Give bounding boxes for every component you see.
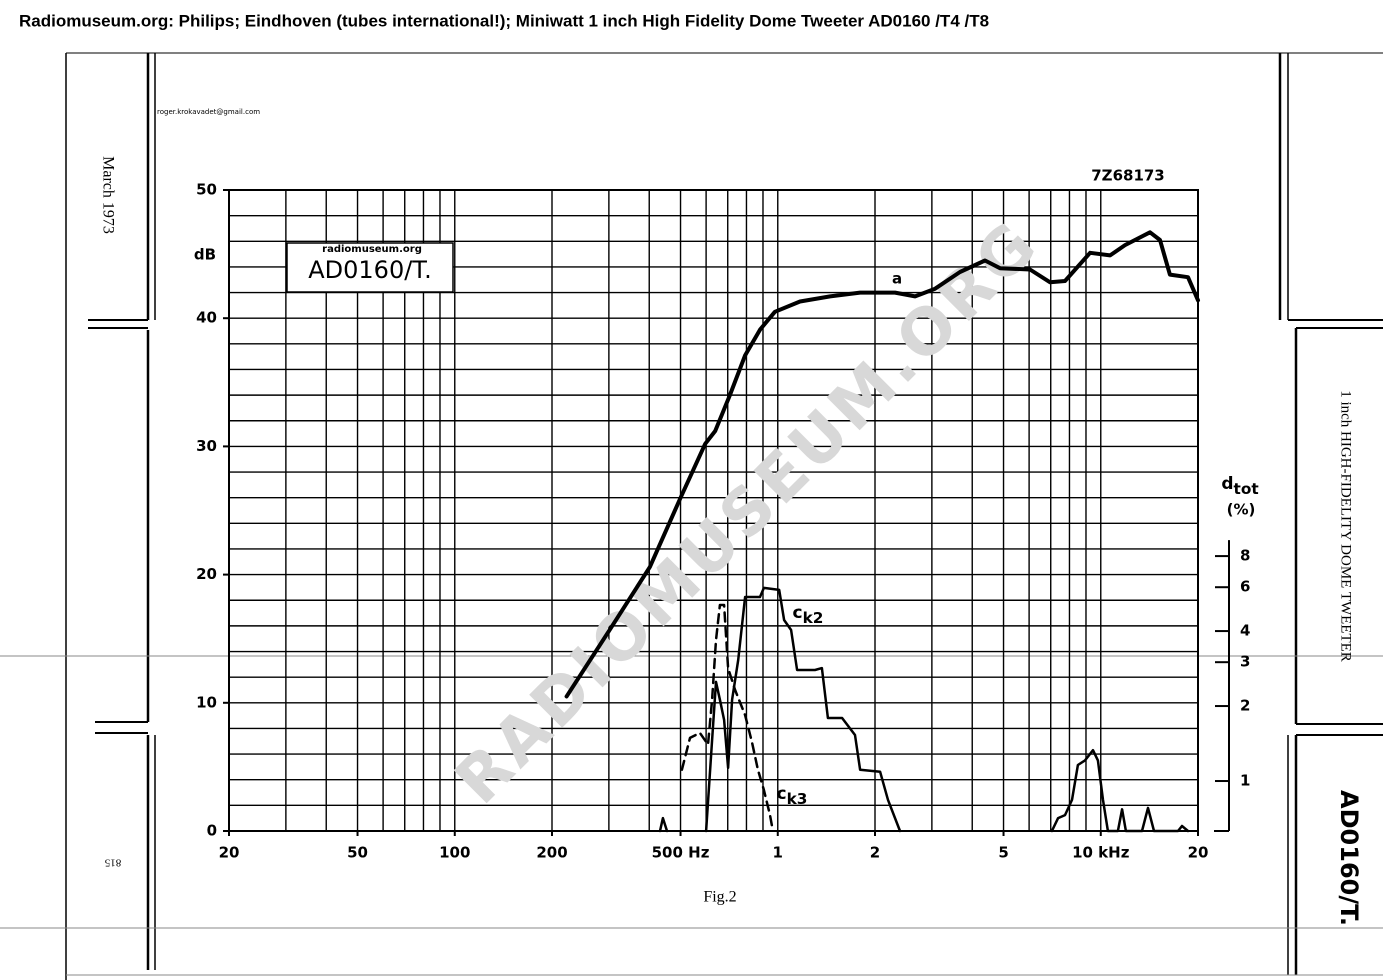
side-type: AD0160/T. — [1335, 790, 1363, 926]
sheet-frame — [0, 52, 1383, 980]
page-title: Radiomuseum.org: Philips; Eindhoven (tub… — [19, 11, 989, 30]
side-date: March 1973 — [99, 156, 116, 234]
y-tick-label: 40 — [196, 309, 217, 327]
x-tick-label: 5 — [998, 844, 1008, 862]
y2-axis-unit: (%) — [1227, 501, 1256, 519]
y2-tick-label: 3 — [1240, 653, 1250, 671]
series-line — [680, 603, 775, 833]
series-line — [658, 586, 1190, 833]
drawing-code: 7Z68173 — [1091, 167, 1165, 185]
x-tick-label: 200 — [536, 844, 567, 862]
x-tick-label: 20 — [219, 844, 240, 862]
series-line — [564, 230, 1200, 699]
y2-tick-label: 8 — [1240, 547, 1250, 565]
y-tick-label: 50 — [196, 181, 217, 199]
x-tick-label: 1 — [773, 844, 783, 862]
x-tick-label: 500 Hz — [652, 844, 710, 862]
y2-tick-label: 6 — [1240, 578, 1250, 596]
box-source: radiomuseum.org — [322, 244, 422, 255]
grid — [228, 189, 1199, 832]
y-tick-label: 20 — [196, 565, 217, 583]
watermark: RADIOMUSEUM.ORG — [441, 206, 1053, 818]
x-tick-label: 10 kHz — [1072, 844, 1130, 862]
x-tick-label: 20 — [1188, 844, 1209, 862]
y2-tick-label: 4 — [1240, 622, 1250, 640]
y-tick-label: 30 — [196, 437, 217, 455]
series-label: a — [892, 270, 902, 288]
box-title: AD0160/T. — [308, 256, 432, 284]
x-tick-label: 2 — [870, 844, 880, 862]
plot-frame — [228, 189, 1199, 832]
y2-tick-label: 1 — [1240, 772, 1250, 790]
email: roger.krokavadet@gmail.com — [157, 108, 260, 116]
x-tick-label: 100 — [439, 844, 470, 862]
side-product: 1 inch HIGH-FIDELITY DOME TWEETER — [1338, 390, 1354, 662]
y2-tick-label: 2 — [1240, 697, 1250, 715]
series-label: ck2 — [793, 603, 824, 627]
page-code: 815 — [104, 856, 121, 868]
y2-axis-label: dtot — [1221, 474, 1258, 498]
y-tick-label: 0 — [207, 822, 217, 840]
y-axis-label: dB — [194, 246, 216, 264]
y-tick-label: 10 — [196, 693, 217, 711]
label-box — [286, 242, 454, 293]
figure-caption: Fig.2 — [703, 889, 736, 906]
series-label: ck3 — [777, 784, 808, 808]
x-tick-label: 50 — [347, 844, 368, 862]
